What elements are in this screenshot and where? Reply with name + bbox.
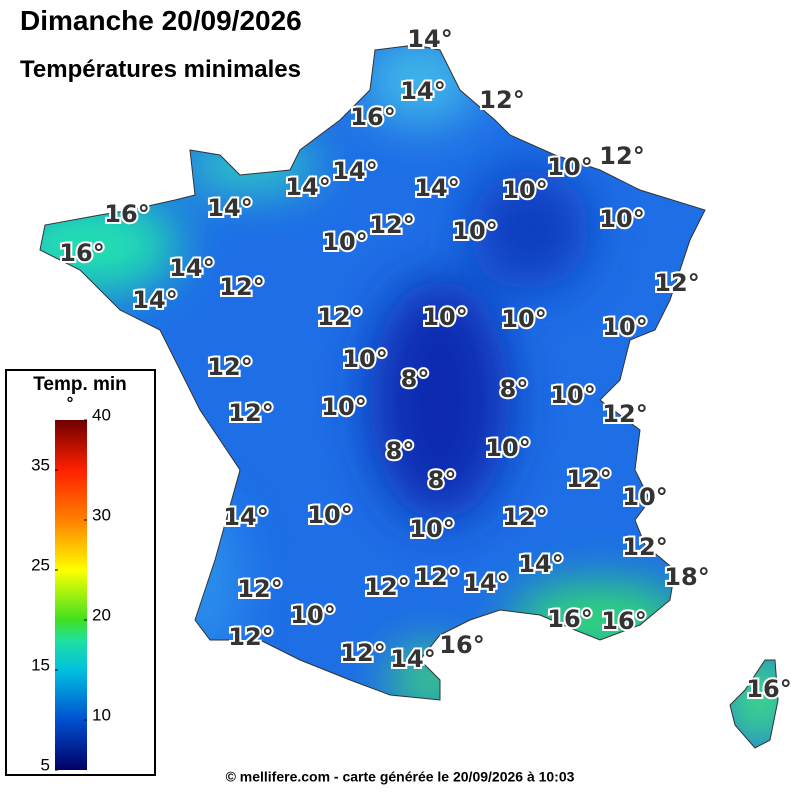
legend-unit: ° bbox=[67, 393, 74, 412]
colorbar-tick-label: 30 bbox=[92, 505, 111, 524]
temperature-label: 14° bbox=[390, 645, 435, 673]
colorbar-tick-label: 10 bbox=[92, 705, 111, 724]
temperature-label: 12° bbox=[566, 465, 611, 493]
temperature-label: 12° bbox=[207, 353, 252, 381]
temperature-label: 10° bbox=[290, 601, 335, 629]
temperature-label: 12° bbox=[622, 533, 667, 561]
temperature-label: 18° bbox=[664, 563, 709, 591]
temperature-label: 14° bbox=[132, 286, 177, 314]
temperature-label: 16° bbox=[601, 607, 646, 635]
temperature-label: 16° bbox=[59, 239, 104, 267]
temperature-label: 14° bbox=[518, 550, 563, 578]
temperature-label: 12° bbox=[479, 86, 524, 114]
temperature-label: 10° bbox=[502, 176, 547, 204]
colorbar-tick-label: 20 bbox=[92, 605, 111, 624]
temperature-label: 10° bbox=[599, 205, 644, 233]
subtitle: Températures minimales bbox=[20, 56, 301, 83]
colorbar-tick-label: 5 bbox=[41, 755, 50, 774]
temperature-label: 10° bbox=[501, 305, 546, 333]
temperature-label: 12° bbox=[502, 503, 547, 531]
temperature-label: 8° bbox=[386, 437, 415, 465]
temperature-label: 14° bbox=[414, 174, 459, 202]
temperature-label: 10° bbox=[485, 434, 530, 462]
temperature-label: 12° bbox=[228, 623, 273, 651]
temperature-label: 10° bbox=[342, 345, 387, 373]
temperature-label: 8° bbox=[428, 466, 457, 494]
temperature-label: 10° bbox=[307, 501, 352, 529]
temperature-label: 16° bbox=[350, 103, 395, 131]
temperature-label: 8° bbox=[500, 375, 529, 403]
temperature-label: 10° bbox=[452, 217, 497, 245]
temperature-label: 10° bbox=[409, 515, 454, 543]
colorbar-tick-label: 15 bbox=[31, 655, 50, 674]
temperature-label: 14° bbox=[400, 77, 445, 105]
temperature-label: 16° bbox=[746, 675, 791, 703]
temperature-label: 12° bbox=[317, 303, 362, 331]
temperature-label: 14° bbox=[207, 194, 252, 222]
temperature-label: 12° bbox=[599, 142, 644, 170]
temperature-label: 12° bbox=[228, 399, 273, 427]
temperature-label: 10° bbox=[622, 483, 667, 511]
temperature-label: 16° bbox=[439, 631, 484, 659]
temperature-label: 10° bbox=[547, 153, 592, 181]
temperature-label: 10° bbox=[322, 228, 367, 256]
temperature-label: 12° bbox=[364, 573, 409, 601]
temperature-label: 10° bbox=[602, 313, 647, 341]
temperature-label: 12° bbox=[414, 563, 459, 591]
temperature-label: 14° bbox=[169, 254, 214, 282]
colorbar-tick-label: 25 bbox=[31, 555, 50, 574]
temperature-label: 10° bbox=[550, 381, 595, 409]
colorbar bbox=[55, 420, 87, 770]
colorbar-tick-label: 40 bbox=[92, 405, 111, 424]
temperature-label: 12° bbox=[602, 400, 647, 428]
temperature-label: 12° bbox=[237, 575, 282, 603]
temperature-label: 10° bbox=[422, 303, 467, 331]
temperature-label: 14° bbox=[223, 503, 268, 531]
temperature-label: 16° bbox=[547, 605, 592, 633]
legend-title: Temp. min bbox=[33, 374, 127, 395]
temperature-label: 12° bbox=[654, 269, 699, 297]
temperature-label: 12° bbox=[340, 639, 385, 667]
temperature-label: 14° bbox=[463, 569, 508, 597]
title: Dimanche 20/09/2026 bbox=[20, 5, 302, 36]
footer: © mellifere.com - carte générée le 20/09… bbox=[226, 769, 575, 785]
temperature-label: 14° bbox=[332, 157, 377, 185]
temperature-label: 8° bbox=[401, 365, 430, 393]
temperature-label: 12° bbox=[219, 273, 264, 301]
temperature-label: 16° bbox=[104, 200, 149, 228]
temperature-label: 10° bbox=[321, 393, 366, 421]
colorbar-tick-label: 35 bbox=[31, 455, 50, 474]
temperature-label: 14° bbox=[407, 25, 452, 53]
temperature-label: 12° bbox=[369, 211, 414, 239]
temperature-label: 14° bbox=[285, 173, 330, 201]
